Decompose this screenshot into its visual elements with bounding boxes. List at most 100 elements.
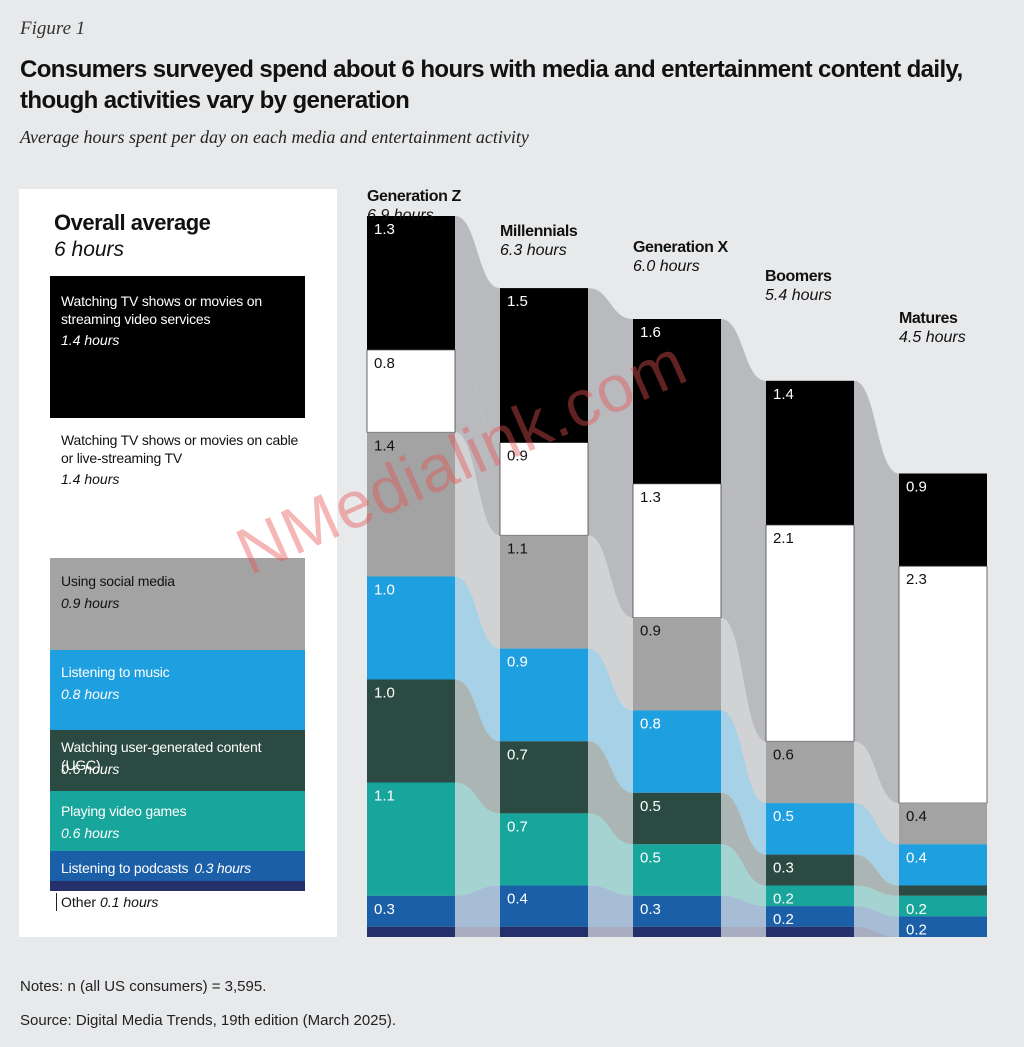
bar-segment-games	[500, 813, 588, 886]
overall-segment-hours: 1.4 hours	[61, 332, 120, 348]
overall-hours: 6 hours	[54, 238, 125, 261]
generation-total: 4.5 hours	[899, 329, 966, 346]
generation-name: Generation X	[633, 239, 728, 256]
overall-segment-podcasts: Listening to podcasts 0.3 hours	[50, 851, 305, 881]
flow-band-music	[588, 648, 633, 793]
bar-segment-music	[766, 803, 854, 855]
flow-band-social	[854, 741, 899, 845]
flow-band-cable	[588, 442, 633, 618]
bar-segment-podcasts	[633, 895, 721, 927]
bar-segment-music	[367, 576, 455, 680]
bar-segment-music	[500, 648, 588, 742]
flow-band-other	[588, 926, 633, 937]
bar-segment-cable	[898, 565, 988, 804]
flow-band-ugc	[721, 792, 766, 886]
flow-band-podcasts	[455, 885, 500, 927]
flow-band-cable	[854, 525, 899, 804]
bar-segment-other	[766, 926, 854, 937]
bar-segment-social	[633, 617, 721, 711]
generation-name: Generation Z	[367, 188, 461, 205]
flow-band-podcasts	[854, 906, 899, 937]
bar-segment-games	[367, 782, 455, 896]
bar-segment-games	[766, 885, 854, 907]
overall-segment-hours: 1.4 hours	[61, 471, 120, 487]
overall-title: Overall average	[54, 210, 211, 235]
overall-segment-hours: 0.8 hours	[61, 686, 120, 702]
bar-segment-ugc	[367, 679, 455, 783]
generation-name: Boomers	[765, 268, 832, 285]
flow-band-social	[455, 432, 500, 649]
other-label: Other 0.1 hours	[61, 894, 158, 910]
flow-band-social	[721, 617, 766, 804]
bar-value-label: 1.0	[374, 582, 395, 599]
flow-band-music	[721, 710, 766, 855]
bar-segment-cable	[632, 483, 722, 619]
bar-segment-podcasts	[367, 895, 455, 927]
bar-value-label: 1.0	[374, 685, 395, 702]
overall-segment-label: Watching TV shows or movies on streaming…	[61, 293, 262, 327]
bar-value-label: 0.9	[906, 479, 927, 496]
bar-value-label: 0.2	[773, 891, 794, 908]
bar-value-label: 2.3	[906, 571, 927, 588]
generation-total: 5.4 hours	[765, 287, 832, 304]
overall-segment-label: Listening to music	[61, 664, 170, 680]
overall-segment-ugc: Watching user-generated content (UGC) 0.…	[50, 730, 305, 791]
bar-value-label: 0.7	[507, 746, 528, 763]
overall-segment-hours: 0.9 hours	[61, 595, 120, 611]
flow-band-other	[721, 926, 766, 937]
flow-band-cable	[455, 349, 500, 536]
flow-band-cable	[721, 483, 766, 742]
flow-band-streaming	[455, 216, 500, 443]
overall-segment-social: Using social media 0.9 hours	[50, 558, 305, 650]
bar-value-label: 0.5	[640, 849, 661, 866]
flow-band-social	[588, 535, 633, 711]
bar-segment-social	[899, 803, 987, 845]
bar-segment-cable	[765, 524, 855, 742]
bar-value-label: 0.2	[906, 921, 927, 938]
bar-value-label: 0.9	[507, 654, 528, 671]
overall-segment-hours: 0.6 hours	[61, 761, 120, 777]
bar-value-label: 1.4	[374, 437, 395, 454]
bar-value-label: 0.5	[773, 808, 794, 825]
bar-value-label: 1.6	[640, 324, 661, 341]
bar-value-label: 0.8	[640, 715, 661, 732]
flow-band-ugc	[854, 854, 899, 896]
podcasts-hours: 0.3 hours	[194, 860, 251, 876]
overall-segment-label: Using social media	[61, 573, 175, 589]
bar-segment-streaming	[500, 288, 588, 443]
chart-subtitle: Average hours spent per day on each medi…	[20, 127, 529, 147]
flow-band-music	[455, 576, 500, 742]
bar-segment-social	[367, 432, 455, 577]
bar-value-label: 0.4	[906, 849, 927, 866]
bar-segment-other	[500, 926, 588, 937]
bar-value-label: 0.3	[640, 901, 661, 918]
bar-segment-social	[766, 741, 854, 804]
bar-segment-ugc	[500, 741, 588, 814]
bar-value-label: 0.4	[906, 808, 927, 825]
other-name: Other	[61, 894, 97, 910]
overall-segment-games: Playing video games 0.6 hours	[50, 791, 305, 851]
other-leader-line	[56, 893, 57, 911]
overall-segment-cable: Watching TV shows or movies on cable or …	[50, 418, 305, 558]
generation-header-gen-z: Generation Z 6.9 hours	[367, 187, 461, 225]
bar-segment-podcasts	[766, 906, 854, 927]
bar-value-label: 0.4	[507, 891, 528, 908]
bar-value-label: 0.6	[773, 746, 794, 763]
other-hours: 0.1 hours	[100, 894, 159, 910]
bar-value-label: 0.2	[906, 901, 927, 918]
bar-segment-music	[899, 844, 987, 886]
bar-value-label: 1.1	[374, 788, 395, 805]
generation-header-millennials: Millennials 6.3 hours	[500, 222, 578, 260]
bar-segment-podcasts	[899, 916, 987, 937]
bar-value-label: 0.2	[773, 911, 794, 928]
bar-value-label: 0.9	[507, 448, 528, 465]
bar-segment-ugc	[633, 792, 721, 845]
flow-band-other	[854, 926, 899, 937]
bar-value-label: 0.7	[507, 818, 528, 835]
overall-segment-hours: 0.6 hours	[61, 825, 120, 841]
flow-band-games	[721, 844, 766, 907]
bar-value-label: 1.4	[773, 386, 794, 403]
bar-value-label: 2.1	[773, 530, 794, 547]
overall-segment-label: Watching TV shows or movies on cable or …	[61, 432, 299, 466]
